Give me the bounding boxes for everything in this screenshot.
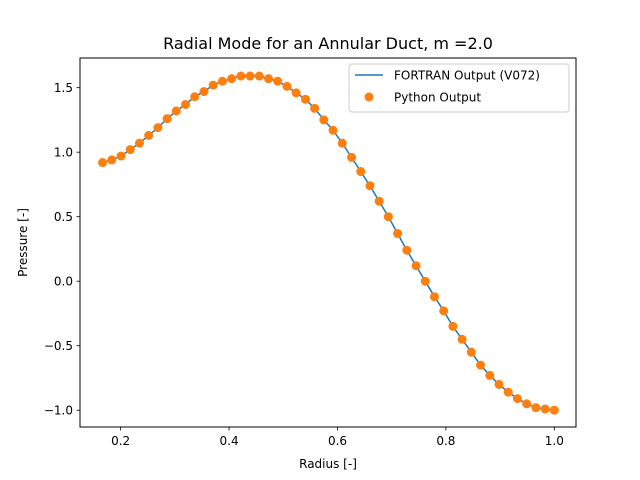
data-point-python bbox=[328, 125, 338, 135]
data-point-python bbox=[512, 394, 522, 404]
data-point-python bbox=[402, 245, 412, 255]
data-point-python bbox=[448, 321, 458, 331]
legend-label-python: Python Output bbox=[394, 91, 481, 105]
data-point-python bbox=[134, 138, 144, 148]
data-point-python bbox=[282, 81, 292, 91]
data-point-python bbox=[531, 403, 541, 413]
data-point-python bbox=[337, 138, 347, 148]
plot-area bbox=[79, 57, 577, 428]
data-point-python bbox=[227, 74, 237, 84]
x-axis: 0.2 0.4 0.6 0.8 1.0 bbox=[111, 427, 564, 448]
data-point-python bbox=[162, 114, 172, 124]
data-point-python bbox=[429, 292, 439, 302]
y-tick-label: 0.0 bbox=[54, 275, 73, 289]
legend-box bbox=[348, 63, 570, 113]
x-tick-label: 0.4 bbox=[220, 434, 239, 448]
data-point-python bbox=[383, 212, 393, 222]
data-point-python bbox=[439, 306, 449, 316]
y-tick-label: 1.5 bbox=[54, 81, 73, 95]
y-tick-label: 0.5 bbox=[54, 210, 73, 224]
y-tick-label: 1.0 bbox=[54, 146, 73, 160]
data-point-python bbox=[98, 158, 108, 168]
data-point-python bbox=[171, 106, 181, 116]
y-tick-label: −0.5 bbox=[44, 339, 73, 353]
data-point-python bbox=[522, 399, 532, 409]
x-tick-label: 0.2 bbox=[111, 434, 130, 448]
series-layer bbox=[98, 71, 559, 415]
data-point-python bbox=[411, 261, 421, 271]
data-point-python bbox=[549, 405, 559, 415]
data-point-python bbox=[347, 152, 357, 162]
data-point-python bbox=[374, 196, 384, 206]
data-point-python bbox=[540, 404, 550, 414]
data-point-python bbox=[217, 76, 227, 86]
data-point-python bbox=[485, 370, 495, 380]
data-point-python bbox=[300, 94, 310, 104]
x-tick-label: 0.8 bbox=[436, 434, 455, 448]
data-point-python bbox=[264, 74, 274, 84]
data-point-python bbox=[503, 387, 513, 397]
data-point-python bbox=[310, 103, 320, 113]
data-point-python bbox=[319, 115, 329, 125]
data-point-python bbox=[420, 276, 430, 286]
data-point-python bbox=[356, 167, 366, 177]
data-point-python bbox=[236, 71, 246, 81]
legend-marker-swatch bbox=[364, 92, 374, 102]
data-point-python bbox=[199, 87, 209, 97]
data-point-python bbox=[144, 130, 154, 140]
data-point-python bbox=[393, 228, 403, 238]
data-point-python bbox=[190, 92, 200, 102]
data-point-python bbox=[273, 76, 283, 86]
data-point-python bbox=[107, 155, 117, 165]
y-axis-label: Pressure [-] bbox=[16, 208, 30, 277]
data-point-python bbox=[116, 151, 126, 161]
data-point-python bbox=[291, 88, 301, 98]
data-point-python bbox=[494, 379, 504, 389]
data-point-python bbox=[365, 181, 375, 191]
plot-frame bbox=[79, 57, 577, 428]
y-tick-label: −1.0 bbox=[44, 404, 73, 418]
legend-label-fortran: FORTRAN Output (V072) bbox=[394, 69, 540, 83]
data-point-python bbox=[208, 80, 218, 90]
data-point-python bbox=[476, 360, 486, 370]
data-point-python bbox=[245, 71, 255, 81]
x-tick-label: 0.6 bbox=[328, 434, 347, 448]
data-point-python bbox=[466, 347, 476, 357]
data-point-python bbox=[125, 145, 135, 155]
legend: FORTRAN Output (V072) Python Output bbox=[348, 63, 570, 113]
chart-title: Radial Mode for an Annular Duct, m =2.0 bbox=[163, 34, 493, 53]
x-axis-label: Radius [-] bbox=[299, 457, 357, 471]
data-point-python bbox=[254, 71, 264, 81]
x-tick-label: 1.0 bbox=[545, 434, 564, 448]
data-point-python bbox=[457, 334, 467, 344]
y-axis: −1.0 −0.5 0.0 0.5 1.0 1.5 bbox=[44, 81, 80, 418]
data-point-python bbox=[181, 99, 191, 109]
plot-background bbox=[80, 58, 576, 427]
data-point-python bbox=[153, 123, 163, 133]
